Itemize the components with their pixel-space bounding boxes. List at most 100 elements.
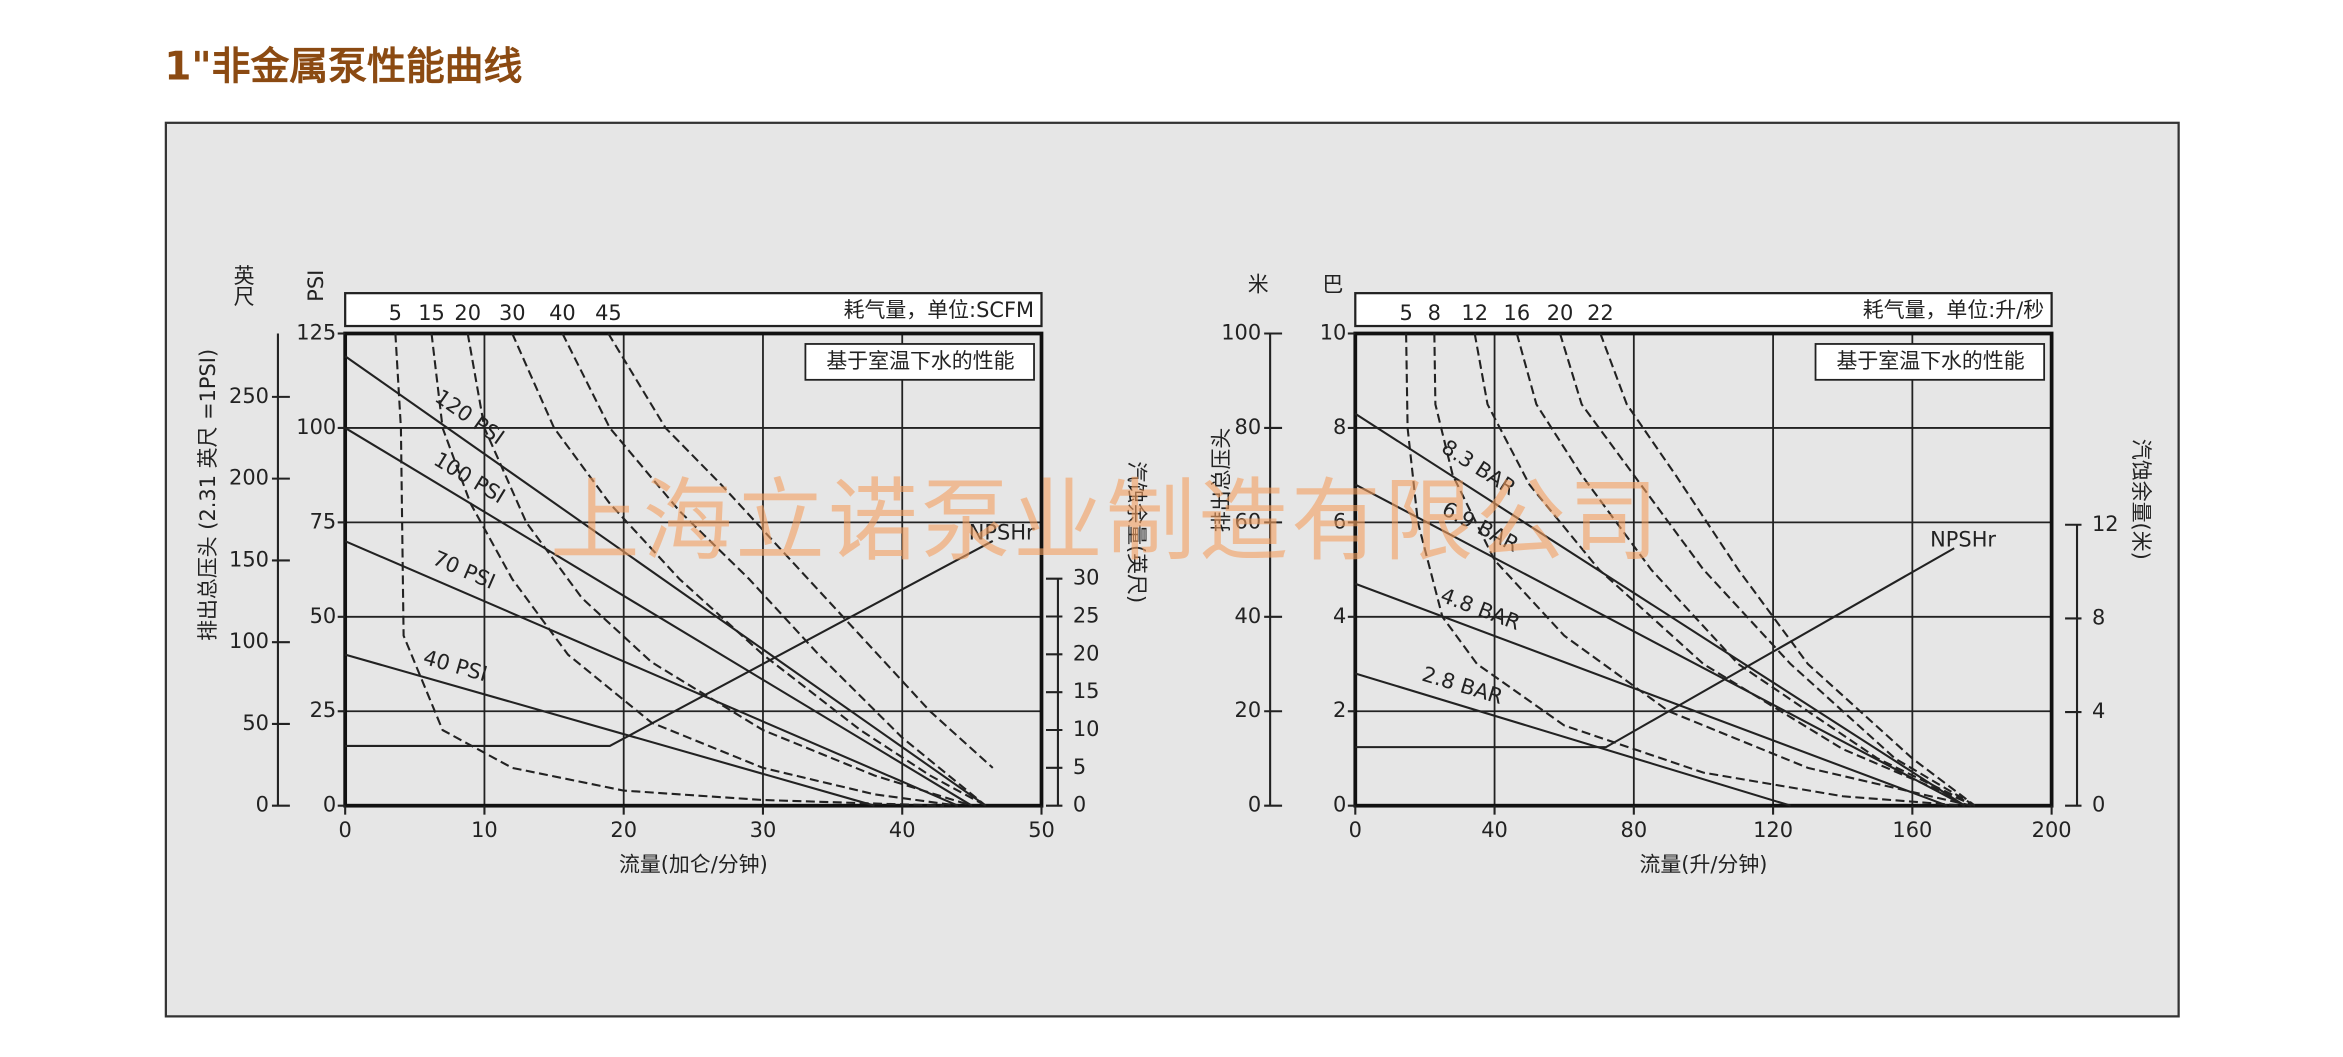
air-label: 20 [454,301,481,325]
air-curve [1473,333,1976,807]
y-tick-label: 8 [1333,415,1346,439]
x-axis-title: 流量(加仑/分钟) [619,852,768,876]
x-axis-title: 流量(升/分钟) [1640,852,1768,876]
pressure-line [1354,672,1791,807]
y2-tick-label: 12 [2092,512,2119,536]
alt-tick-label: 80 [1235,415,1262,439]
y2-axis-title: 汽蚀余量(米) [2129,439,2153,560]
air-label: 20 [1547,301,1574,325]
note: 基于室温下水的性能 [826,349,1014,373]
y-tick-label: 0 [323,793,336,817]
top-label: 耗气量，单位:升/秒 [1863,298,2044,322]
y2-tick-label: 20 [1073,641,1100,665]
pressure-line [344,540,959,807]
plot-frame [343,331,1044,808]
air-label: 15 [418,301,445,325]
pressure-line [344,427,973,807]
air-curve [607,332,994,769]
y-tick-label: 100 [296,415,336,439]
air-label: 5 [1399,301,1412,325]
pressure-line [1354,483,1966,807]
alt-tick-label: 60 [1235,509,1262,533]
pressure-line [1354,412,1966,807]
air-label: 8 [1428,301,1441,325]
alt-axis-title: 排出总压头 [1209,428,1233,533]
x-tick-label: 50 [1028,818,1055,842]
note-box [804,343,1035,381]
air-label: 40 [549,301,576,325]
y2-tick-label: 0 [2092,793,2105,817]
air-curve [466,333,973,807]
alt-tick-label: 0 [256,793,269,817]
x-tick-label: 10 [471,818,498,842]
air-curve [1515,333,1976,807]
x-tick-label: 40 [1481,818,1508,842]
pressure-line [344,355,987,807]
note-box [1814,343,2046,381]
x-tick-label: 0 [339,818,352,842]
alt-tick-label: 40 [1235,604,1262,628]
x-tick-label: 20 [610,818,637,842]
note: 基于室温下水的性能 [1837,349,2025,373]
alt-tick-label: 20 [1235,698,1262,722]
y-tick-label: 25 [310,698,337,722]
air-curve [561,333,987,807]
x-tick-label: 160 [1892,818,1932,842]
y-tick-label: 2 [1333,698,1346,722]
air-label: 22 [1587,301,1614,325]
alt-unit: 米 [1248,273,1269,297]
y2-tick-label: 8 [2092,605,2105,629]
y-tick-label: 6 [1333,509,1346,533]
alt-tick-label: 0 [1248,793,1261,817]
air-label: 5 [389,301,402,325]
y2-tick-label: 15 [1073,679,1100,703]
air-label: 45 [595,301,622,325]
y2-tick-label: 0 [1073,793,1086,817]
alt-axis-title: 排出总压头 (2.31 英尺 =1PSI) [196,349,220,641]
air-curve [394,333,945,807]
x-tick-label: 200 [2032,818,2072,842]
npshr-curve [345,539,994,747]
air-label: 16 [1504,301,1531,325]
watermark: 上海立诺泵业制造有限公司 [550,470,1662,574]
y2-tick-label: 5 [1073,755,1086,779]
air-label: 30 [499,301,526,325]
alt-tick-label: 250 [229,384,269,408]
npshr-curve [1355,547,1955,749]
alt-tick-label: 100 [229,629,269,653]
x-tick-label: 30 [750,818,777,842]
air-curve [1405,333,1965,807]
air-label: 12 [1461,301,1488,325]
y-tick-label: 0 [1333,793,1346,817]
y-tick-label: 125 [296,320,336,344]
top-strip [1354,292,2053,328]
y2-axis-title: 汽蚀余量(英尺) [1125,461,1149,603]
y-tick-label: 75 [310,509,337,533]
air-curve [1559,333,1976,807]
air-curve [1599,333,1976,807]
x-tick-label: 0 [1349,818,1362,842]
top-label: 耗气量，单位:SCFM [844,298,1034,322]
y-tick-label: 50 [310,604,337,628]
pressure-line [344,653,875,807]
x-tick-label: 40 [889,818,916,842]
alt-tick-label: 150 [229,547,269,571]
alt-unit: 英尺 [231,265,255,307]
npshr-label: NPSHr [1930,528,1996,552]
pressure-line [1354,582,1948,807]
y2-tick-label: 4 [2092,699,2105,723]
panel [164,121,2180,1018]
air-curve [430,333,959,807]
x-tick-label: 120 [1753,818,1793,842]
y-tick-label: 4 [1333,604,1346,628]
page-title: 1"非金属泵性能曲线 [164,45,522,90]
air-curve [511,333,987,807]
x-tick-label: 80 [1621,818,1648,842]
npshr-label: NPSHr [969,520,1035,544]
plot-frame [1353,331,2054,808]
alt-tick-label: 200 [229,466,269,490]
y2-tick-label: 25 [1073,604,1100,628]
y-axis-unit: PSI [304,270,328,302]
alt-tick-label: 50 [242,711,269,735]
